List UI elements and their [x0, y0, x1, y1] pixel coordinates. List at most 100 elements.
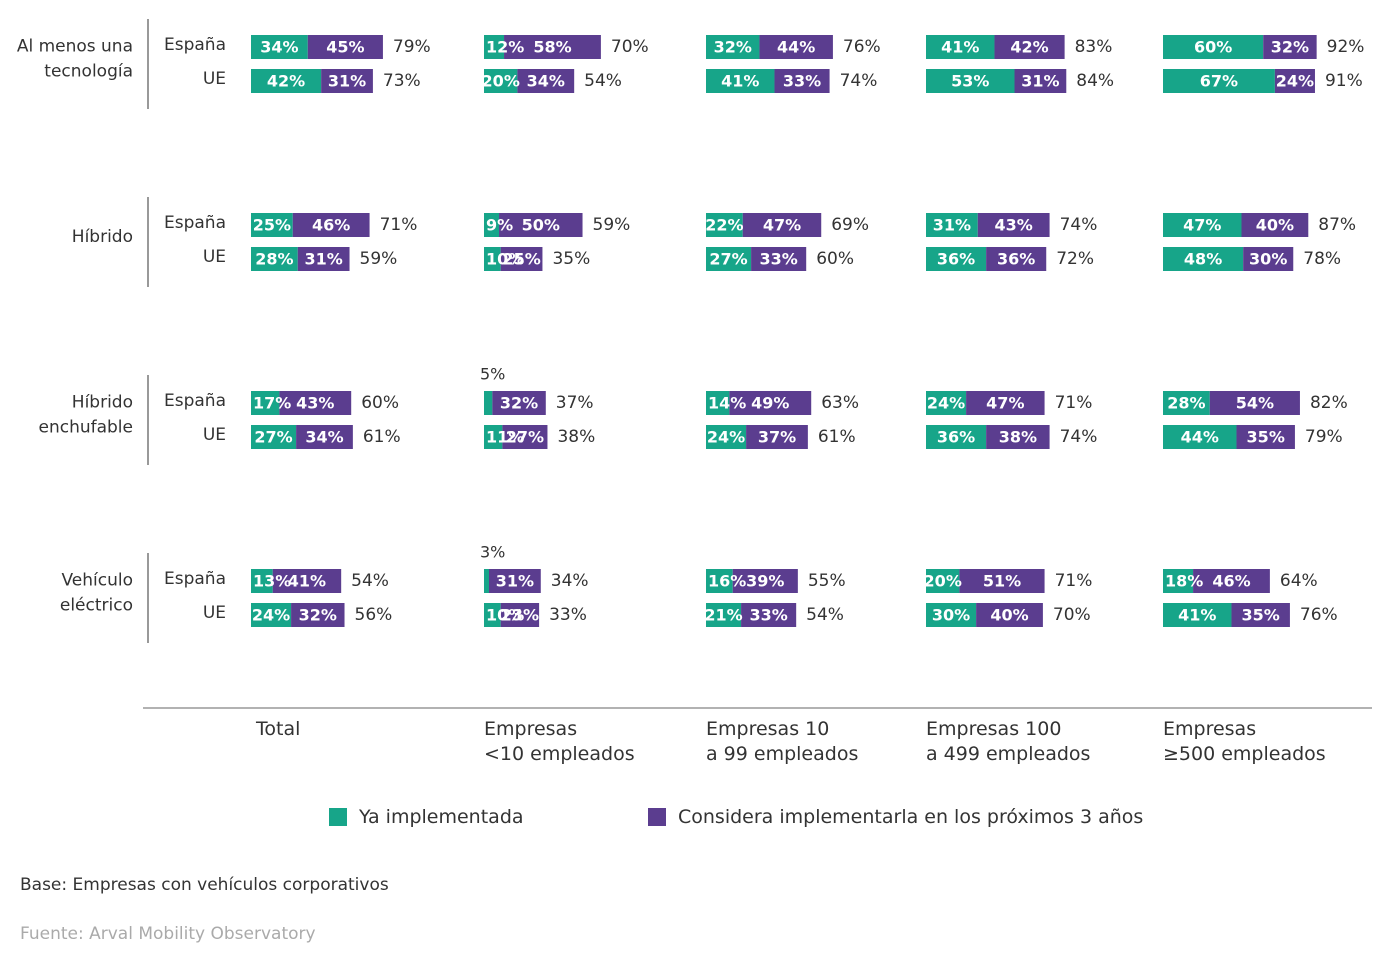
bar-implemented [484, 69, 518, 93]
data-label-total: 59% [593, 215, 631, 235]
bar-considering [994, 35, 1065, 59]
data-label-considering: 38% [999, 428, 1037, 447]
data-label-total: 56% [355, 605, 393, 625]
bar-considering [746, 425, 808, 449]
data-label-total: 34% [551, 571, 589, 591]
bar-considering [1243, 247, 1294, 271]
bar-implemented [926, 569, 960, 593]
data-label-considering: 58% [533, 38, 571, 57]
data-label-total: 74% [1060, 215, 1098, 235]
data-label-implemented: 20% [482, 72, 520, 91]
data-label-considering: 41% [288, 572, 326, 591]
bar-implemented [1163, 391, 1210, 415]
bar-considering [1193, 569, 1270, 593]
bar-considering [1014, 69, 1067, 93]
data-label-considering: 34% [305, 428, 343, 447]
data-label-considering: 43% [995, 216, 1033, 235]
legend-label-implemented: Ya implementada [359, 806, 524, 828]
bar-implemented [251, 247, 298, 271]
base-note: Base: Empresas con vehículos corporativo… [20, 875, 389, 895]
bar-considering [517, 69, 575, 93]
data-label-implemented: 10% [486, 606, 524, 625]
data-label-total: 87% [1318, 215, 1356, 235]
bar-considering [732, 569, 798, 593]
data-label-considering: 31% [1021, 72, 1059, 91]
data-label-considering: 27% [506, 428, 544, 447]
bar-considering [729, 391, 812, 415]
bar-considering [1241, 213, 1309, 237]
bar-implemented [926, 247, 987, 271]
data-label-total: 74% [840, 71, 878, 91]
legend-item-considering: Considera implementarla en los próximos … [648, 806, 1143, 828]
data-label-total: 54% [806, 605, 844, 625]
bar-implemented [1163, 69, 1275, 93]
legend: Ya implementada Considera implementarla … [0, 806, 1400, 832]
row-label: España [164, 569, 226, 589]
bar-considering [751, 247, 807, 271]
data-label-considering: 46% [312, 216, 350, 235]
bar-considering [959, 569, 1045, 593]
data-label-implemented: 24% [927, 394, 965, 413]
bar-implemented [484, 603, 501, 627]
data-label-considering: 36% [997, 250, 1035, 269]
data-label-total: 70% [1053, 605, 1091, 625]
data-label-considering: 46% [1212, 572, 1250, 591]
data-label-implemented: 32% [714, 38, 752, 57]
data-label-considering: 47% [763, 216, 801, 235]
row-label: UE [203, 603, 226, 623]
group-label: Vehículo [61, 571, 133, 591]
data-label-total: 38% [557, 427, 595, 447]
bar-considering [272, 569, 342, 593]
bar-implemented [251, 213, 293, 237]
data-label-total: 84% [1076, 71, 1114, 91]
bar-considering [279, 391, 352, 415]
bar-implemented [706, 391, 730, 415]
bar-considering [1209, 391, 1300, 415]
data-label-implemented: 11% [486, 428, 524, 447]
bar-implemented [251, 603, 292, 627]
data-label-implemented: 41% [1178, 606, 1216, 625]
row-label: UE [203, 247, 226, 267]
bar-considering [499, 213, 583, 237]
data-label-considering: 37% [758, 428, 796, 447]
bar-implemented [251, 425, 297, 449]
data-label-considering: 44% [777, 38, 815, 57]
bar-implemented [706, 247, 752, 271]
data-label-considering: 51% [983, 572, 1021, 591]
data-label-implemented: 16% [708, 572, 746, 591]
data-label-implemented: 53% [951, 72, 989, 91]
data-label-implemented: 67% [1200, 72, 1238, 91]
group-label: Al menos una [17, 37, 133, 57]
data-label-considering: 54% [1236, 394, 1274, 413]
data-label-implemented: 27% [709, 250, 747, 269]
data-label-considering: 31% [304, 250, 342, 269]
data-label-implemented: 36% [937, 428, 975, 447]
bar-implemented [251, 569, 273, 593]
bar-considering [1274, 69, 1315, 93]
legend-label-considering: Considera implementarla en los próximos … [678, 806, 1144, 828]
bar-implemented [926, 603, 977, 627]
data-label-implemented: 30% [932, 606, 970, 625]
data-label-considering: 32% [299, 606, 337, 625]
data-label-implemented: 24% [707, 428, 745, 447]
row-label: España [164, 391, 226, 411]
bar-implemented [1163, 35, 1264, 59]
data-label-implemented: 24% [252, 606, 290, 625]
data-label-total: 71% [380, 215, 418, 235]
data-label-total: 69% [831, 215, 869, 235]
data-label-implemented: 20% [924, 572, 962, 591]
bar-implemented [1163, 425, 1237, 449]
bar-implemented [706, 603, 742, 627]
bar-considering [1236, 425, 1295, 449]
data-label-considering: 35% [1247, 428, 1285, 447]
bar-implemented [926, 425, 987, 449]
group-label: enchufable [38, 418, 133, 438]
data-label-implemented: 44% [1181, 428, 1219, 447]
data-label-total: 73% [383, 71, 421, 91]
bar-considering [502, 425, 548, 449]
legend-swatch-considering [648, 808, 666, 826]
bar-implemented [1163, 247, 1244, 271]
column-label: Empresas 10 [706, 718, 829, 740]
data-label-implemented: 28% [1167, 394, 1205, 413]
bar-implemented [706, 35, 760, 59]
